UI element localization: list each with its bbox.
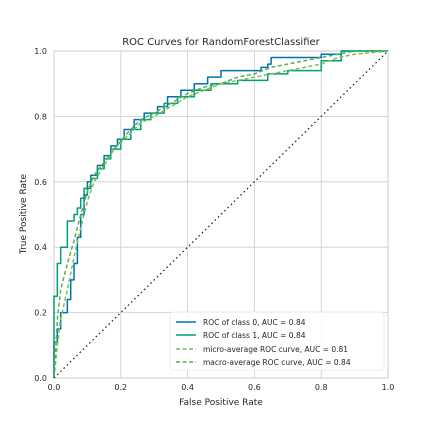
roc-curve-class-0 [53,50,388,378]
x-tick-label: 0.6 [248,383,261,392]
x-tick-label: 0.8 [315,383,328,392]
x-axis-ticks: 0.0 0.2 0.4 0.6 0.8 1.0 [48,383,395,392]
y-tick-label: 0.0 [34,374,47,383]
x-axis-label: False Positive Rate [179,398,263,408]
y-tick-label: 0.2 [34,309,47,318]
macro-average-roc-curve [53,50,388,379]
y-tick-label: 0.8 [34,112,47,121]
x-tick-label: 0.4 [181,383,194,392]
x-tick-label: 1.0 [382,383,395,392]
y-axis-ticks: 0.0 0.2 0.4 0.6 0.8 1.0 [34,47,47,383]
x-tick-label: 0.2 [114,383,127,392]
legend-label-macro: macro-average ROC curve, AUC = 0.84 [203,358,351,367]
chance-diagonal-line [53,50,389,379]
roc-curves [53,50,389,379]
micro-average-roc-curve [53,50,389,379]
y-tick-label: 1.0 [34,47,47,56]
legend: ROC of class 0, AUC = 0.84 ROC of class … [169,311,385,371]
legend-label-class-0: ROC of class 0, AUC = 0.84 [203,318,306,327]
y-tick-label: 0.6 [34,178,47,187]
roc-curve-class-1 [53,50,388,378]
chart-title: ROC Curves for RandomForestClassifier [122,37,320,48]
y-axis-label: True Positive Rate [19,173,29,255]
legend-label-class-1: ROC of class 1, AUC = 0.84 [203,331,306,340]
legend-label-micro: micro-average ROC curve, AUC = 0.81 [203,345,348,354]
y-tick-label: 0.4 [34,243,47,252]
x-tick-label: 0.0 [48,383,61,392]
legend-box [169,311,385,371]
